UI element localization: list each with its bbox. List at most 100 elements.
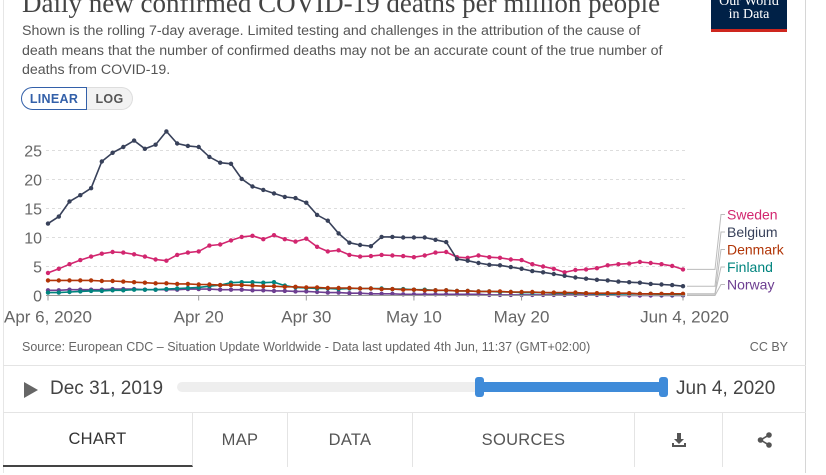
y-tick-label: 10 (24, 231, 42, 248)
data-point (88, 186, 94, 191)
data-point (659, 282, 664, 287)
data-point (583, 267, 589, 272)
data-point (121, 250, 126, 255)
data-point (239, 176, 244, 182)
data-point (519, 257, 524, 263)
data-point (368, 291, 374, 296)
data-point (164, 258, 169, 263)
legend-connector (687, 266, 725, 295)
data-point (56, 278, 61, 283)
legend-item-norway[interactable]: Norway (687, 277, 774, 296)
legend-item-belgium[interactable]: Belgium (687, 224, 778, 287)
download-icon (671, 433, 686, 447)
data-point (175, 286, 180, 291)
data-point (476, 289, 481, 294)
data-point (78, 289, 83, 294)
data-point (605, 278, 610, 283)
timeline-track[interactable] (177, 382, 667, 392)
divider (3, 412, 806, 413)
data-point (487, 255, 492, 260)
data-point (540, 264, 546, 269)
data-point (357, 286, 363, 291)
series-layer (45, 129, 686, 298)
data-point (218, 282, 223, 288)
chart-frame (3, 0, 806, 473)
owid-logo[interactable]: Our World in Data (711, 0, 787, 32)
chart-title: Daily new confirmed COVID-19 deaths per … (22, 0, 661, 18)
x-tick-label: Jun 4, 2020 (640, 308, 729, 327)
log-scale-button[interactable]: LOG (87, 87, 133, 110)
data-point (304, 289, 309, 294)
data-point (433, 288, 438, 293)
linear-scale-button[interactable]: LINEAR (21, 87, 87, 110)
data-point (196, 144, 201, 150)
data-point (293, 289, 298, 294)
data-point (261, 280, 266, 285)
data-point (347, 285, 352, 291)
data-point (131, 280, 137, 285)
data-point (56, 290, 61, 295)
data-point (336, 248, 341, 253)
data-point (336, 285, 341, 291)
data-point (357, 254, 363, 259)
data-point (379, 291, 384, 296)
tab-data[interactable]: DATA (288, 413, 413, 467)
data-point (325, 249, 330, 254)
data-point (228, 282, 234, 288)
data-point (347, 252, 352, 258)
timeline-end-handle[interactable] (659, 377, 668, 397)
data-point (508, 257, 513, 262)
timeline-selected-range[interactable] (480, 382, 664, 392)
data-point (207, 154, 212, 160)
share-button[interactable] (723, 413, 806, 467)
legend-label: Finland (727, 259, 773, 275)
data-point (530, 262, 535, 267)
data-point (88, 278, 94, 283)
data-point (573, 290, 578, 295)
data-point (616, 291, 621, 296)
series-denmark[interactable] (45, 278, 686, 296)
legend-item-finland[interactable]: Finland (687, 259, 773, 295)
data-point (164, 129, 169, 134)
data-point (390, 234, 395, 240)
data-point (271, 284, 277, 289)
download-button[interactable] (635, 413, 723, 467)
tab-map[interactable]: MAP (193, 413, 288, 467)
data-point (250, 283, 255, 288)
data-point (314, 285, 320, 290)
data-point (304, 236, 309, 241)
data-point (78, 193, 83, 198)
data-point (401, 253, 406, 259)
data-point (680, 267, 686, 272)
axis-layer: 0 5 10 15 20 25 Apr 6, 2020 Apr 20 Apr 30 May 10 M… (4, 144, 729, 327)
data-point (390, 286, 395, 292)
data-point (605, 263, 610, 268)
scale-toggle: LINEAR LOG (21, 87, 133, 110)
data-point (228, 238, 234, 243)
y-tick-label: 5 (33, 260, 42, 277)
series-sweden[interactable] (45, 233, 686, 276)
timeline-start-handle[interactable] (475, 377, 484, 397)
data-point (519, 289, 524, 295)
tab-chart[interactable]: CHART (3, 413, 193, 467)
data-point (271, 233, 277, 238)
data-point (261, 187, 266, 193)
data-point (422, 253, 427, 258)
data-point (45, 221, 51, 226)
data-point (45, 290, 51, 295)
data-point (454, 288, 460, 294)
data-point (304, 285, 309, 290)
license-link[interactable]: CC BY (749, 340, 788, 354)
data-point (282, 194, 287, 200)
legend-item-sweden[interactable]: Sweden (687, 207, 778, 270)
share-icon (757, 432, 772, 448)
series-belgium[interactable] (45, 129, 686, 289)
logo-line-1: Our World (719, 0, 779, 9)
legend-item-denmark[interactable]: Denmark (687, 242, 785, 295)
tab-sources[interactable]: SOURCES (413, 413, 635, 467)
x-tick-label: May 20 (494, 308, 550, 327)
data-point (637, 259, 643, 265)
data-point (401, 235, 406, 240)
play-icon[interactable] (24, 382, 38, 398)
data-point (56, 214, 61, 219)
